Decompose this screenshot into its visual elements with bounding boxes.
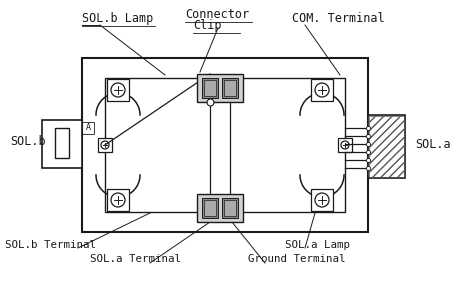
Text: SOL.b Lamp: SOL.b Lamp [82, 12, 153, 25]
Bar [98, 138, 112, 152]
Text: SOL.a Terminal: SOL.a Terminal [90, 254, 181, 264]
Bar [311, 189, 333, 211]
Text: Ground Terminal: Ground Terminal [248, 254, 346, 264]
Text: A: A [85, 124, 91, 133]
Bar [338, 138, 352, 152]
Bar [222, 78, 238, 98]
Text: Connector: Connector [185, 8, 249, 21]
Bar [204, 80, 216, 96]
Bar [105, 78, 345, 212]
Bar [202, 198, 218, 218]
Bar [55, 128, 69, 158]
Bar [107, 189, 129, 211]
Bar [197, 74, 243, 102]
Text: SOL.a Lamp: SOL.a Lamp [285, 240, 350, 250]
Bar [368, 115, 405, 178]
Bar [224, 200, 236, 216]
Bar [224, 80, 236, 96]
Bar [222, 198, 238, 218]
Text: Clip: Clip [193, 19, 221, 32]
Bar [311, 79, 333, 101]
Bar [202, 78, 218, 98]
Bar [82, 122, 94, 134]
Bar [42, 120, 82, 168]
Bar [204, 200, 216, 216]
Bar [82, 58, 368, 232]
Text: SOL.b Terminal: SOL.b Terminal [5, 240, 96, 250]
Text: SOL.a: SOL.a [415, 138, 451, 151]
Text: COM. Terminal: COM. Terminal [292, 12, 384, 25]
Bar [107, 79, 129, 101]
Bar [197, 194, 243, 222]
Bar [369, 116, 404, 177]
Text: SOL.b: SOL.b [10, 135, 46, 148]
